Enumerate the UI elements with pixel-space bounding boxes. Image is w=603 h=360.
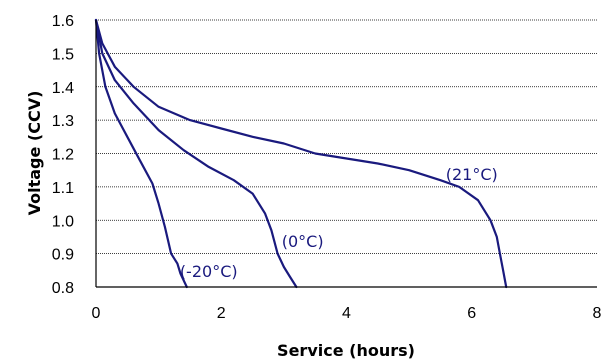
series-label-21c: (21°C) <box>446 165 498 184</box>
y-tick-label: 1.5 <box>52 46 74 63</box>
gridlines <box>96 19 597 255</box>
series-line-0c <box>94 18 298 289</box>
y-tick-label: 1.2 <box>52 147 74 164</box>
x-axis-title: Service (hours) <box>277 341 415 360</box>
series-line-minus20c <box>94 18 188 289</box>
series-label-minus20c: (-20°C) <box>180 262 238 281</box>
series-label-0c: (0°C) <box>282 232 324 251</box>
y-tick-label: 0.8 <box>52 280 74 297</box>
x-tick-label: 0 <box>92 305 101 322</box>
series-lines <box>94 18 508 289</box>
series-line-21c <box>94 18 508 289</box>
x-tick-labels: 0 2 4 6 8 <box>92 305 602 322</box>
y-tick-labels: 0.8 0.9 1.0 1.1 1.2 1.3 1.4 1.5 1.6 <box>52 13 74 297</box>
series-labels: (21°C) (0°C) (-20°C) <box>180 165 498 281</box>
y-tick-label: 1.3 <box>52 113 74 130</box>
y-tick-label: 0.9 <box>52 247 74 264</box>
y-tick-label: 1.0 <box>52 213 74 230</box>
y-tick-label: 1.4 <box>52 80 74 97</box>
y-axis-title: Voltage (CCV) <box>25 91 44 216</box>
x-tick-label: 6 <box>467 305 476 322</box>
x-tick-label: 8 <box>593 305 602 322</box>
axes <box>95 20 597 288</box>
x-tick-label: 2 <box>217 305 226 322</box>
y-tick-label: 1.1 <box>52 180 74 197</box>
x-tick-label: 4 <box>342 305 351 322</box>
y-tick-label: 1.6 <box>52 13 74 30</box>
